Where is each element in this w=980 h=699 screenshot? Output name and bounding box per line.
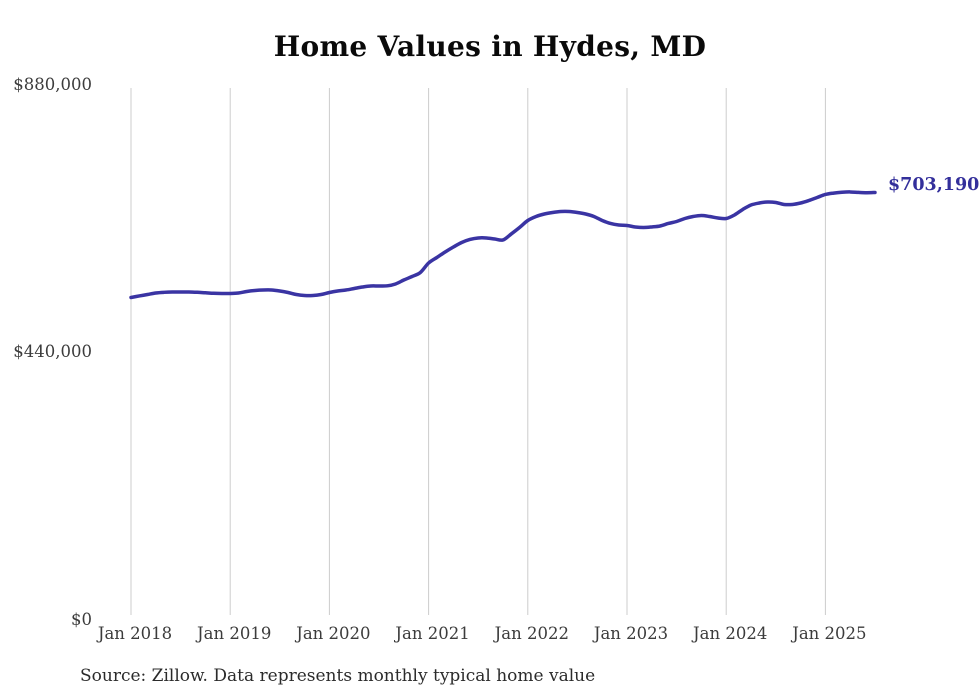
x-axis-tick-label: Jan 2024 [693, 624, 768, 643]
x-axis-tick-label: Jan 2019 [197, 624, 272, 643]
x-axis-tick-label: Jan 2022 [494, 624, 569, 643]
x-axis-tick-label: Jan 2025 [792, 624, 867, 643]
home-value-series-line [129, 190, 877, 300]
chart-title: Home Values in Hydes, MD [273, 30, 707, 63]
y-axis-tick-label: $440,000 [13, 342, 92, 362]
y-axis-tick-label: $880,000 [13, 75, 92, 95]
x-axis-tick-label: Jan 2018 [97, 624, 173, 643]
x-axis-tick-label: Jan 2021 [395, 624, 470, 643]
y-axis-tick-label: $0 [71, 610, 92, 630]
end-value-label: $703,190 [888, 175, 980, 195]
x-axis-tick-label: Jan 2023 [593, 624, 669, 643]
source-note: Source: Zillow. Data represents monthly … [80, 666, 596, 686]
x-axis-tick-label: Jan 2020 [296, 624, 371, 643]
